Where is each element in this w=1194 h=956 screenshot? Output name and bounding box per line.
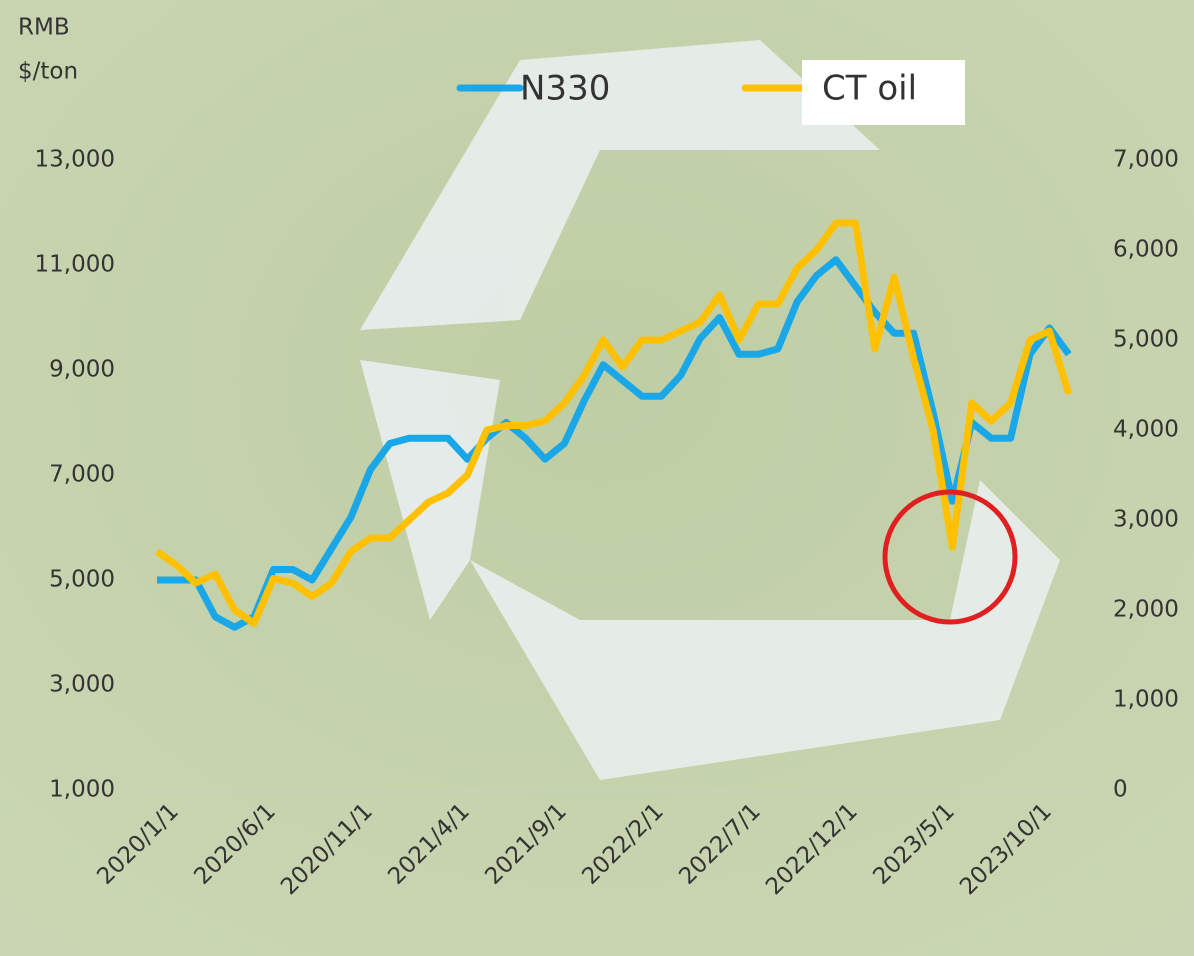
y-tick-label: 7,000 (49, 462, 115, 488)
y-tick-label: 11,000 (35, 252, 115, 278)
y2-tick-label: 4,000 (1113, 417, 1179, 443)
recycle-shape (360, 40, 1060, 780)
series-line (157, 256, 1072, 631)
legend-label: CT oil (822, 69, 917, 109)
series-line (155, 219, 1073, 627)
y2-tick-label: 2,000 (1113, 597, 1179, 623)
y-axis-label: RMB (18, 15, 70, 41)
y-axis-label: $/ton (18, 59, 78, 85)
y2-tick-label: 5,000 (1113, 327, 1179, 353)
y-tick-label: 9,000 (49, 357, 115, 383)
y-tick-label: 1,000 (49, 777, 115, 803)
y2-tick-label: 7,000 (1113, 147, 1179, 173)
y-tick-label: 3,000 (49, 672, 115, 698)
y-tick-label: 5,000 (49, 567, 115, 593)
y2-tick-label: 1,000 (1113, 687, 1179, 713)
legend-box (802, 60, 965, 125)
highlight-circle (882, 489, 1018, 625)
y-tick-label: 13,000 (35, 147, 115, 173)
y2-tick-label: 6,000 (1113, 237, 1179, 263)
y2-tick-label: 3,000 (1113, 507, 1179, 533)
y2-tick-label: 0 (1113, 777, 1128, 803)
legend-label: N330 (520, 69, 610, 109)
